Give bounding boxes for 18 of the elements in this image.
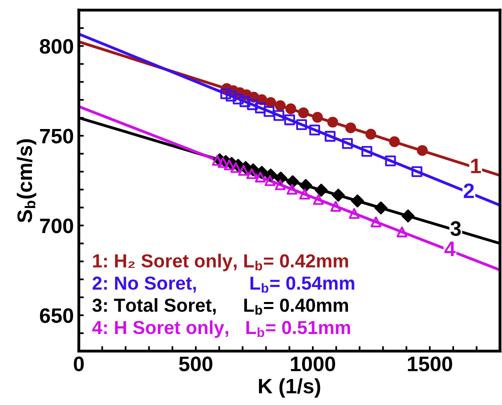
x-axis-title: K (1/s) — [258, 378, 320, 398]
x-tick-label: 1500 — [408, 356, 452, 372]
text: 4: H Soret only, L$_{b}$= 0.51mm — [92, 320, 350, 338]
text: 1: H₂ Soret only, L$_{b}$= 0.42mm — [93, 254, 348, 272]
y-tick-label: 800 — [40, 39, 74, 54]
annotation: 1 — [471, 158, 481, 174]
text: 2: No Soret, L$_{b}$= 0.54mm — [92, 276, 354, 293]
x-tick-label: 0 — [74, 356, 84, 372]
x-tick-label: 1000 — [290, 356, 336, 372]
text: 3: Total Soret, L$_{b}$= 0.40mm — [92, 298, 348, 315]
annotation: 2 — [464, 183, 474, 198]
y-tick-label: 700 — [40, 218, 74, 234]
y-tick-label: 650 — [40, 308, 74, 323]
y-axis-title: S$_{b}$(cm/s) — [16, 139, 36, 223]
annotation: 3 — [450, 221, 461, 236]
y-tick-label: 750 — [40, 128, 74, 144]
annotation: 4 — [444, 242, 456, 256]
x-tick-label: 500 — [179, 356, 212, 372]
